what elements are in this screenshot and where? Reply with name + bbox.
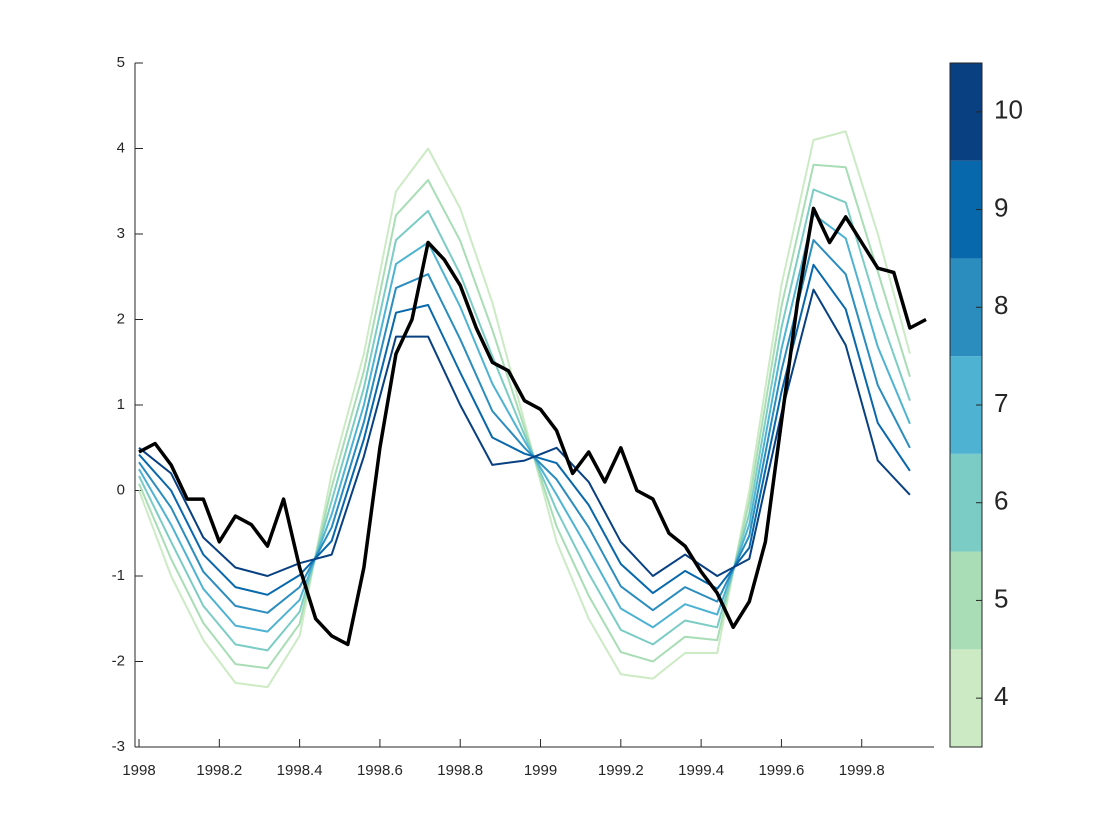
series-line — [138, 206, 927, 647]
series-line — [138, 163, 911, 670]
x-tick-label: 1998.2 — [196, 762, 242, 779]
x-tick-label: 1999 — [524, 762, 557, 779]
y-tick-label: 1 — [117, 396, 125, 413]
x-tick-label: 1998 — [122, 762, 155, 779]
series-line — [138, 213, 911, 633]
x-tick-label: 1998.8 — [437, 762, 483, 779]
colorbar-tick-label: 4 — [994, 681, 1008, 711]
series-line — [138, 239, 911, 614]
colorbar-tick-label: 8 — [994, 290, 1008, 320]
x-tick-label: 1999.8 — [839, 762, 885, 779]
y-tick-label: 4 — [117, 139, 125, 156]
colorbar-tick-label: 5 — [994, 583, 1008, 613]
y-tick-label: 5 — [117, 54, 125, 71]
x-tick-label: 1998.6 — [357, 762, 403, 779]
colorbar-tick-label: 10 — [994, 95, 1023, 125]
x-tick-label: 1998.4 — [277, 762, 323, 779]
colorbar-tick-label: 6 — [994, 486, 1008, 516]
y-tick-label: -1 — [112, 567, 125, 584]
x-tick-label: 1999.4 — [678, 762, 724, 779]
y-tick-label: 2 — [117, 310, 125, 327]
x-tick-label: 1999.6 — [758, 762, 804, 779]
x-tick-label: 1999.2 — [598, 762, 644, 779]
y-tick-label: 0 — [117, 481, 125, 498]
y-tick-label: 3 — [117, 225, 125, 242]
series-line — [138, 263, 911, 596]
colorbar-tick-label: 7 — [994, 388, 1008, 418]
y-tick-label: -3 — [112, 738, 125, 755]
series-line — [138, 130, 911, 689]
colorbar-tick-label: 9 — [994, 192, 1008, 222]
series-line — [138, 188, 911, 652]
y-tick-label: -2 — [112, 652, 125, 669]
